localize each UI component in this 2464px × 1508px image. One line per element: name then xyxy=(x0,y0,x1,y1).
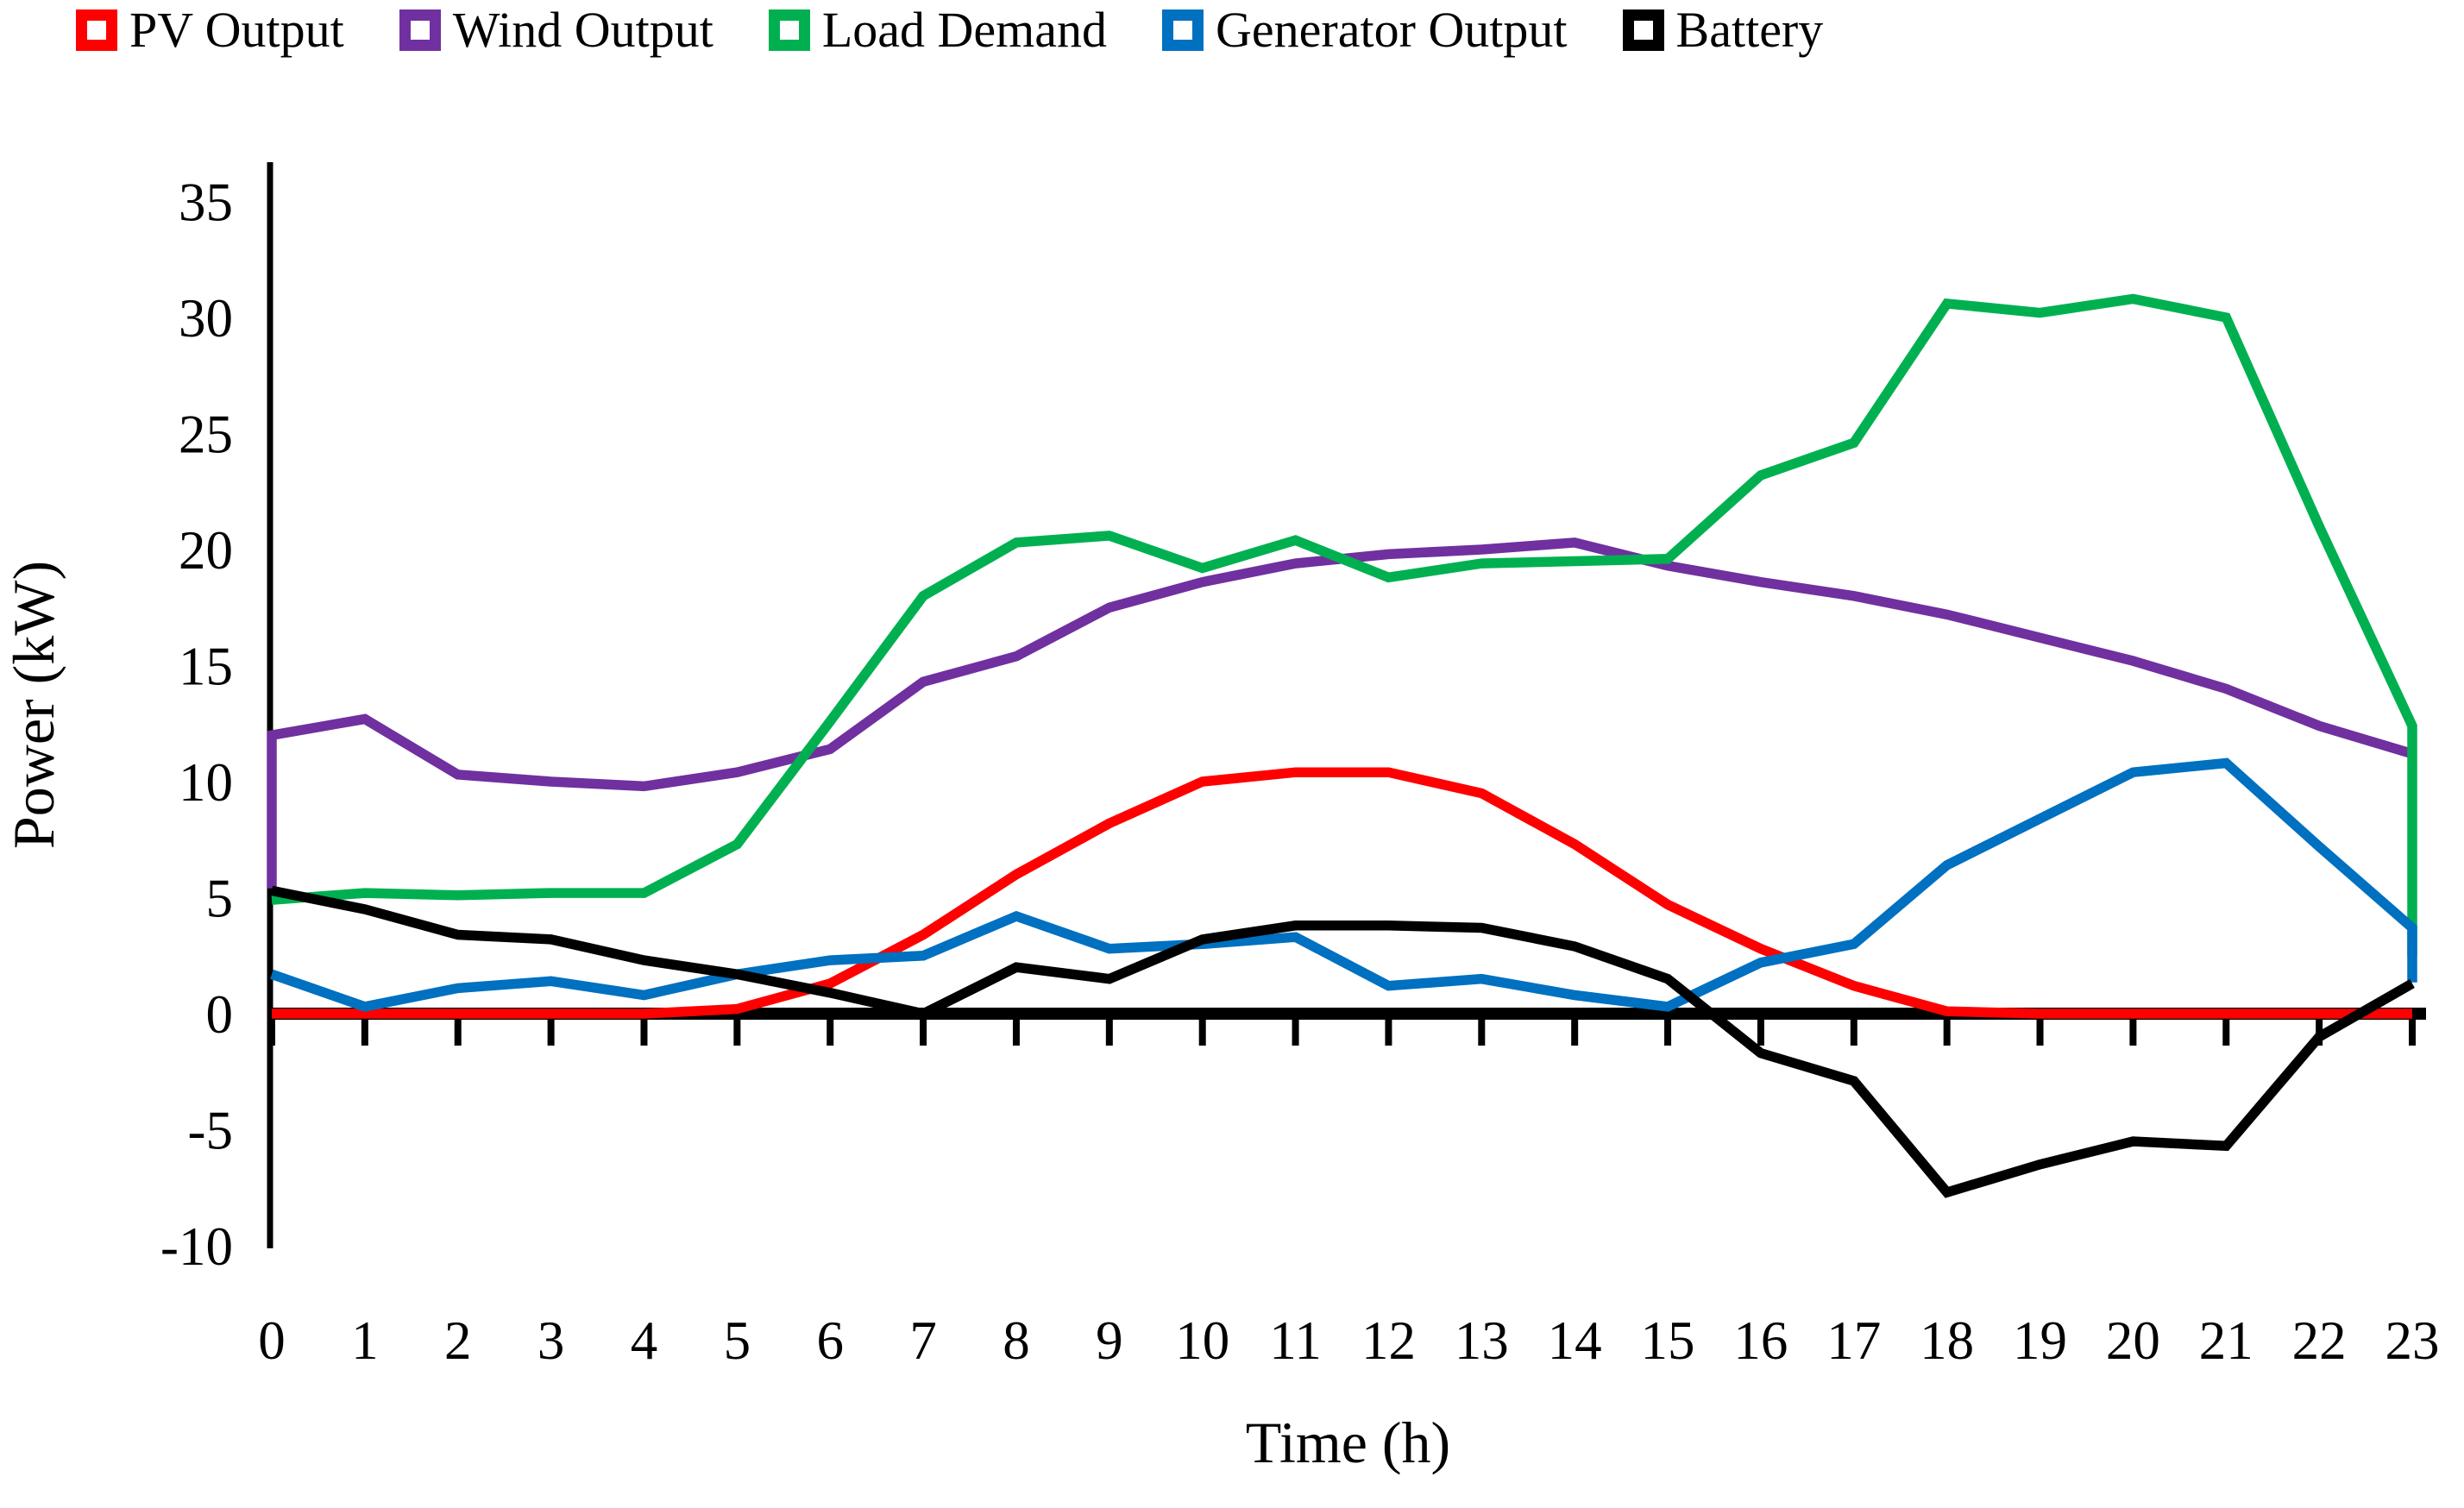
x-axis-tick-label: 1 xyxy=(351,1310,379,1371)
legend-item-generator-output: Generator Output xyxy=(1162,2,1568,58)
x-axis-tick-label: 4 xyxy=(631,1310,658,1371)
y-axis-title: Power (kW) xyxy=(1,561,66,849)
y-axis-tick-label: -5 xyxy=(188,1101,233,1161)
x-axis-tick-label: 19 xyxy=(2013,1310,2067,1371)
legend-item-battery: Battery xyxy=(1622,2,1824,58)
legend-label-generator-output: Generator Output xyxy=(1216,2,1568,58)
x-axis-tick-label: 23 xyxy=(2385,1310,2440,1371)
x-axis-tick-label: 6 xyxy=(816,1310,844,1371)
y-axis-tick-label: -10 xyxy=(160,1216,233,1277)
x-axis-tick-label: 8 xyxy=(1003,1310,1030,1371)
legend-item-pv-output: PV Output xyxy=(76,5,344,55)
x-axis-tick-label: 15 xyxy=(1641,1310,1695,1371)
x-axis-tick-label: 17 xyxy=(1826,1310,1881,1371)
legend-item-load-demand: Load Demand xyxy=(768,2,1108,58)
x-axis-tick-label: 2 xyxy=(444,1310,472,1371)
x-axis-tick-label: 3 xyxy=(537,1310,565,1371)
x-axis-tick-label: 20 xyxy=(2106,1310,2160,1371)
x-axis-tick-label: 10 xyxy=(1175,1310,1229,1371)
legend-label-wind-output: Wind Output xyxy=(452,2,713,58)
legend-label-load-demand: Load Demand xyxy=(821,2,1108,58)
wind-output-swatch-icon xyxy=(399,9,441,51)
x-axis-tick-label: 16 xyxy=(1733,1310,1788,1371)
x-axis-tick-label: 0 xyxy=(258,1310,286,1371)
legend-label-pv-output: PV Output xyxy=(129,2,344,58)
x-axis-tick-label: 22 xyxy=(2292,1310,2347,1371)
y-axis-tick-label: 5 xyxy=(206,869,234,929)
y-axis-tick-label: 20 xyxy=(179,520,233,581)
legend-label-battery: Battery xyxy=(1675,2,1824,58)
x-axis-tick-label: 21 xyxy=(2199,1310,2253,1371)
load-demand-swatch-icon xyxy=(768,9,810,51)
pv-output-swatch-icon xyxy=(76,9,117,51)
y-axis-tick-label: 25 xyxy=(179,405,233,465)
x-axis-tick-label: 9 xyxy=(1096,1310,1123,1371)
y-axis-tick-label: 30 xyxy=(179,288,233,349)
y-axis-tick-label: 35 xyxy=(179,173,233,233)
legend-item-wind-output: Wind Output xyxy=(399,5,713,55)
series-line-pv-output xyxy=(272,767,2412,1019)
y-axis-tick-label: 15 xyxy=(179,637,233,697)
y-axis-tick-label: 10 xyxy=(179,752,233,813)
chart-legend: PV Output Wind Output Load Demand Genera… xyxy=(76,5,1823,55)
x-axis-tick-label: 12 xyxy=(1361,1310,1416,1371)
x-axis-tick-label: 18 xyxy=(1920,1310,1974,1371)
series-line-load-demand xyxy=(271,293,2417,956)
series-line-battery xyxy=(270,885,2415,1198)
x-axis-title: Time (h) xyxy=(1246,1410,1450,1475)
generator-output-swatch-icon xyxy=(1162,9,1204,51)
series-line-wind-output xyxy=(267,537,2414,889)
x-axis-tick-label: 13 xyxy=(1455,1310,1509,1371)
x-axis-tick-label: 5 xyxy=(724,1310,751,1371)
x-axis-tick-label: 11 xyxy=(1269,1310,1322,1371)
x-axis-tick-label: 14 xyxy=(1548,1310,1602,1371)
series-line-generator-output xyxy=(270,757,2417,1012)
x-axis-tick-label: 7 xyxy=(909,1310,937,1371)
y-axis-tick-label: 0 xyxy=(206,984,234,1045)
battery-swatch-icon xyxy=(1622,9,1664,51)
